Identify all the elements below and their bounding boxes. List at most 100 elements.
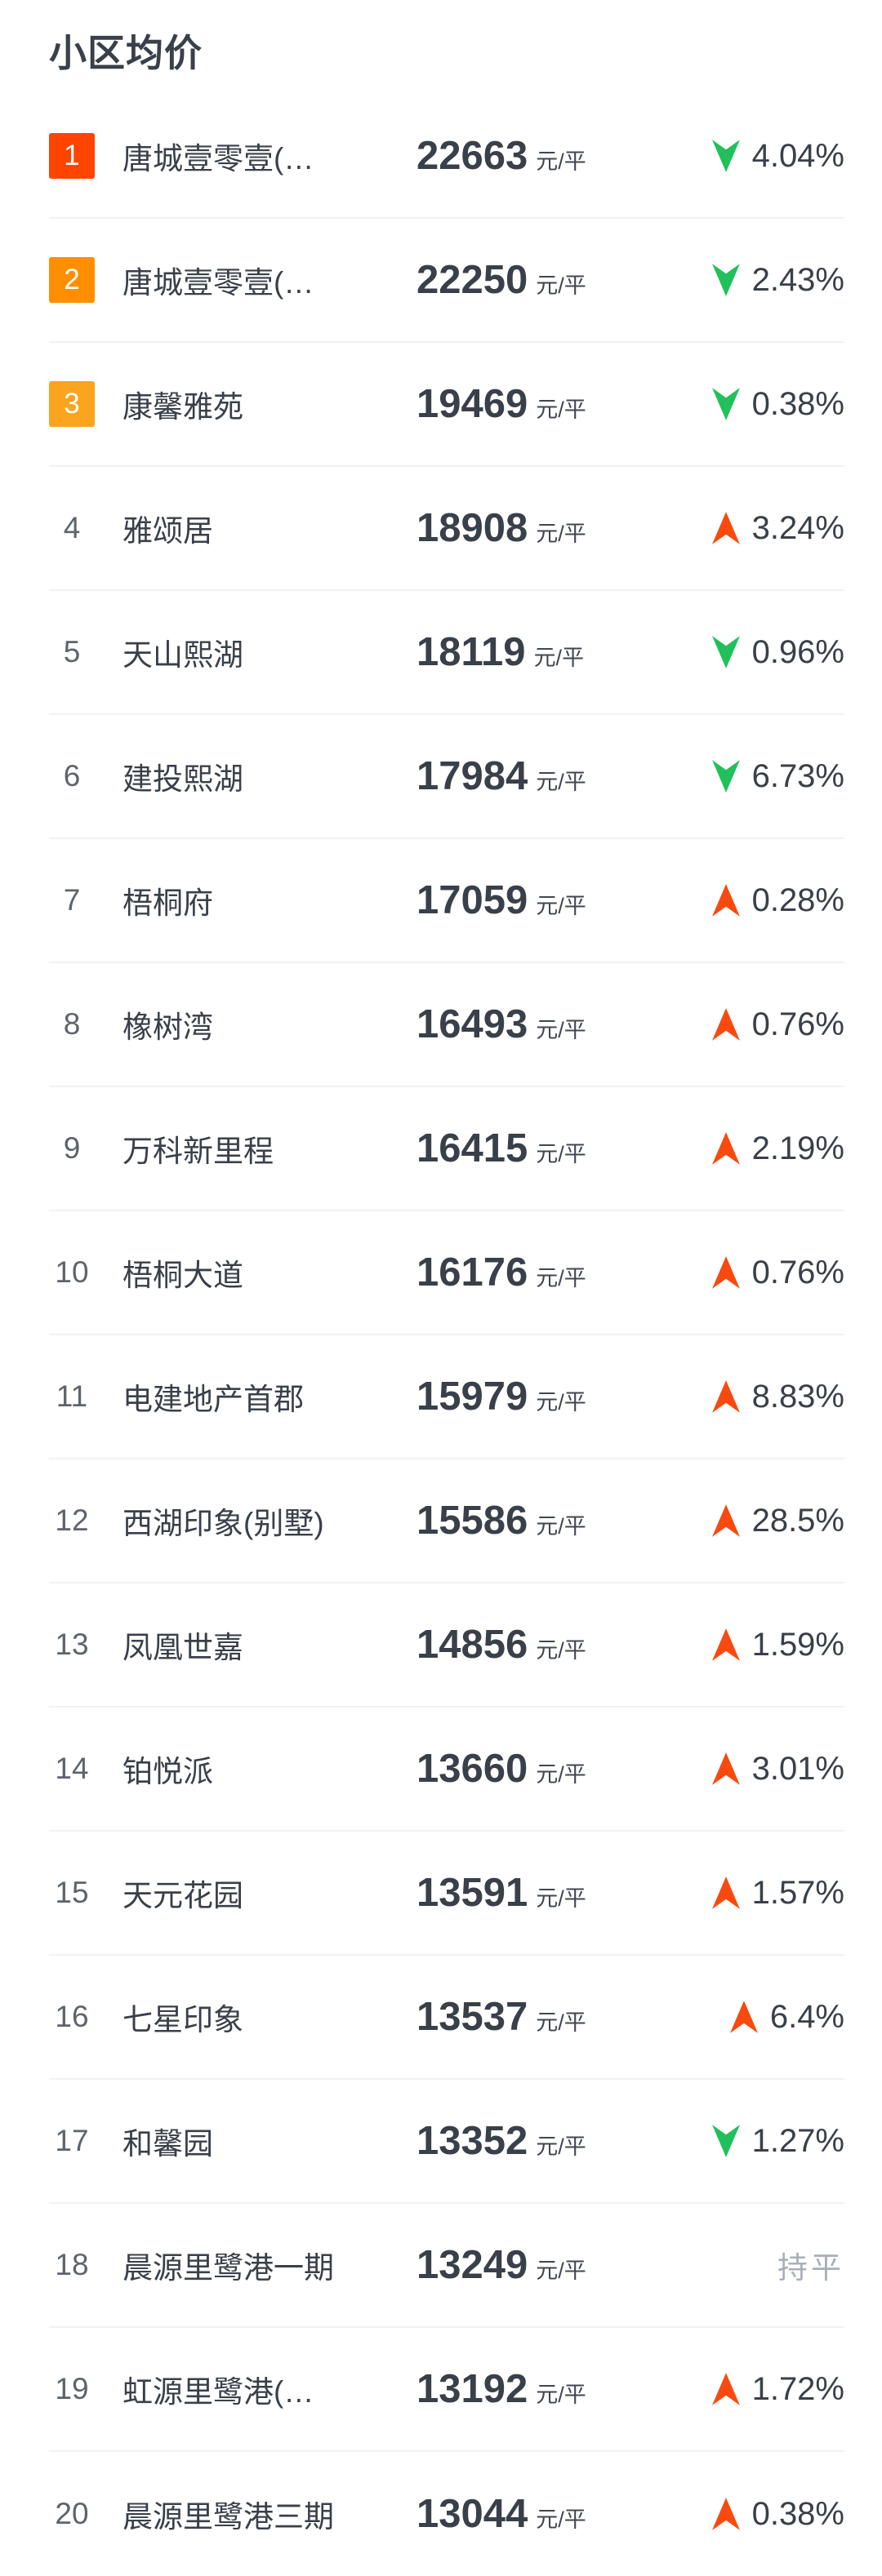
rank-number: 16: [55, 2000, 89, 2033]
change-percent: 0.96%: [751, 633, 844, 670]
change-group: 0.76%: [662, 1006, 844, 1043]
rank-number: 8: [63, 1007, 81, 1041]
list-item[interactable]: 2 唐城壹零壹(… 22250 元/平 2.43%: [49, 219, 844, 343]
rank-number: 7: [63, 883, 81, 917]
list-item[interactable]: 5 天山熙湖 18119 元/平 0.96%: [49, 591, 844, 715]
price-unit: 元/平: [536, 894, 586, 918]
price-unit: 元/平: [536, 398, 586, 422]
price-unit: 元/平: [536, 1638, 586, 1663]
community-name: 晨源里鹭港三期: [122, 2500, 334, 2534]
price-group: 14856 元/平: [416, 1622, 662, 1668]
price-value: 19469: [416, 382, 528, 426]
price-unit: 元/平: [536, 2134, 586, 2159]
arrow-up-icon: [711, 1752, 740, 1785]
price-group: 22250 元/平: [416, 257, 662, 303]
arrow-up-icon: [711, 1628, 740, 1661]
rank-number: 6: [63, 759, 81, 793]
change-percent: 1.27%: [751, 2122, 844, 2159]
arrow-down-icon: [711, 2125, 740, 2157]
arrow-down-icon: [711, 140, 740, 172]
price-unit: 元/平: [536, 770, 586, 794]
change-percent: 4.04%: [751, 137, 844, 174]
list-item[interactable]: 10 梧桐大道 16176 元/平 0.76%: [49, 1211, 844, 1335]
change-percent: 0.76%: [751, 1254, 844, 1290]
list-item[interactable]: 19 虹源里鹭港(… 13192 元/平 1.72%: [49, 2328, 844, 2452]
arrow-down-icon: [711, 264, 740, 296]
price-group: 18908 元/平: [416, 505, 662, 551]
change-group: 3.24%: [662, 510, 844, 547]
change-group: 6.73%: [662, 758, 844, 795]
price-group: 15979 元/平: [416, 1374, 662, 1419]
list-item[interactable]: 7 梧桐府 17059 元/平 0.28%: [49, 839, 844, 963]
list-item[interactable]: 6 建投熙湖 17984 元/平 6.73%: [49, 715, 844, 839]
change-percent: 1.72%: [751, 2370, 844, 2407]
community-name: 唐城壹零壹(…: [122, 142, 314, 175]
arrow-up-icon: [711, 1132, 740, 1165]
rank-badge: 2: [49, 257, 95, 303]
list-item[interactable]: 3 康馨雅苑 19469 元/平 0.38%: [49, 343, 844, 467]
rank-number: 18: [55, 2248, 89, 2281]
list-item[interactable]: 9 万科新里程 16415 元/平 2.19%: [49, 1087, 844, 1211]
arrow-up-icon: [711, 1504, 740, 1537]
community-name: 天元花园: [122, 1879, 243, 1912]
community-name: 雅颂居: [122, 514, 213, 548]
arrow-down-icon: [711, 388, 740, 420]
community-name: 万科新里程: [122, 1135, 274, 1168]
list-item[interactable]: 20 晨源里鹭港三期 13044 元/平 0.38%: [49, 2452, 844, 2576]
list-item[interactable]: 12 西湖印象(别墅) 15586 元/平 28.5%: [49, 1459, 844, 1583]
list-item[interactable]: 8 橡树湾 16493 元/平 0.76%: [49, 963, 844, 1087]
price-value: 13044: [416, 2492, 528, 2536]
price-group: 13192 元/平: [416, 2366, 662, 2412]
community-name: 西湖印象(别墅): [122, 1507, 324, 1540]
list-item[interactable]: 13 凤凰世嘉 14856 元/平 1.59%: [49, 1583, 844, 1708]
community-name: 康馨雅苑: [122, 390, 243, 424]
price-unit: 元/平: [536, 1018, 586, 1042]
community-name: 虹源里鹭港(…: [122, 2375, 314, 2409]
community-name: 天山熙湖: [122, 638, 243, 672]
list-item[interactable]: 14 铂悦派 13660 元/平 3.01%: [49, 1708, 844, 1832]
community-name: 梧桐大道: [122, 1259, 243, 1292]
community-name: 橡树湾: [122, 1010, 213, 1044]
change-group: 2.43%: [662, 262, 844, 299]
price-unit: 元/平: [536, 149, 586, 174]
price-value: 13192: [416, 2367, 528, 2411]
price-group: 16176 元/平: [416, 1250, 662, 1295]
list-item[interactable]: 1 唐城壹零壹(… 22663 元/平 4.04%: [49, 95, 844, 219]
arrow-down-icon: [711, 760, 740, 793]
arrow-up-icon: [711, 1876, 740, 1909]
list-item[interactable]: 16 七星印象 13537 元/平 6.4%: [49, 1956, 844, 2080]
price-group: 17984 元/平: [416, 753, 662, 799]
change-group: 0.96%: [662, 634, 844, 671]
price-group: 15586 元/平: [416, 1498, 662, 1543]
price-group: 17059 元/平: [416, 877, 662, 923]
rank-number: 20: [55, 2497, 89, 2530]
community-name: 唐城壹零壹(…: [122, 266, 314, 300]
list-item[interactable]: 18 晨源里鹭港一期 13249 元/平 持平: [49, 2204, 844, 2328]
price-value: 17984: [416, 754, 528, 798]
arrow-up-icon: [711, 1256, 740, 1289]
price-value: 13591: [416, 1871, 528, 1915]
arrow-up-icon: [711, 2373, 740, 2405]
community-name: 晨源里鹭港一期: [122, 2251, 334, 2285]
price-value: 15979: [416, 1375, 528, 1419]
price-value: 13249: [416, 2243, 528, 2287]
price-value: 17059: [416, 878, 528, 922]
list-item[interactable]: 15 天元花园 13591 元/平 1.57%: [49, 1832, 844, 1956]
rank-number: 12: [55, 1503, 89, 1537]
arrow-up-icon: [711, 512, 740, 544]
arrow-up-icon: [711, 1008, 740, 1041]
list-item[interactable]: 17 和馨园 13352 元/平 1.27%: [49, 2080, 844, 2204]
price-unit: 元/平: [536, 1514, 586, 1539]
price-unit: 元/平: [536, 1266, 586, 1290]
list-item[interactable]: 11 电建地产首郡 15979 元/平 8.83%: [49, 1335, 844, 1459]
rank-number: 11: [56, 1379, 88, 1413]
arrow-up-icon: [729, 2001, 758, 2033]
change-percent: 3.01%: [751, 1750, 844, 1787]
change-group: 1.59%: [662, 1627, 844, 1663]
list-item[interactable]: 4 雅颂居 18908 元/平 3.24%: [49, 467, 844, 591]
price-value: 18908: [416, 506, 528, 550]
price-value: 13537: [416, 1995, 528, 2039]
change-percent: 28.5%: [751, 1502, 844, 1539]
price-group: 13591 元/平: [416, 1870, 662, 1916]
